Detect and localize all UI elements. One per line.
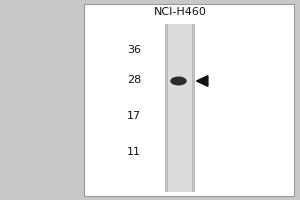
- Text: 28: 28: [127, 75, 141, 85]
- Text: 17: 17: [127, 111, 141, 121]
- FancyBboxPatch shape: [165, 24, 195, 192]
- Text: 11: 11: [127, 147, 141, 157]
- FancyBboxPatch shape: [84, 4, 294, 196]
- Polygon shape: [196, 76, 208, 86]
- FancyBboxPatch shape: [192, 24, 195, 192]
- FancyBboxPatch shape: [165, 24, 168, 192]
- Text: 36: 36: [127, 45, 141, 55]
- Text: NCI-H460: NCI-H460: [154, 7, 206, 17]
- Ellipse shape: [170, 76, 187, 86]
